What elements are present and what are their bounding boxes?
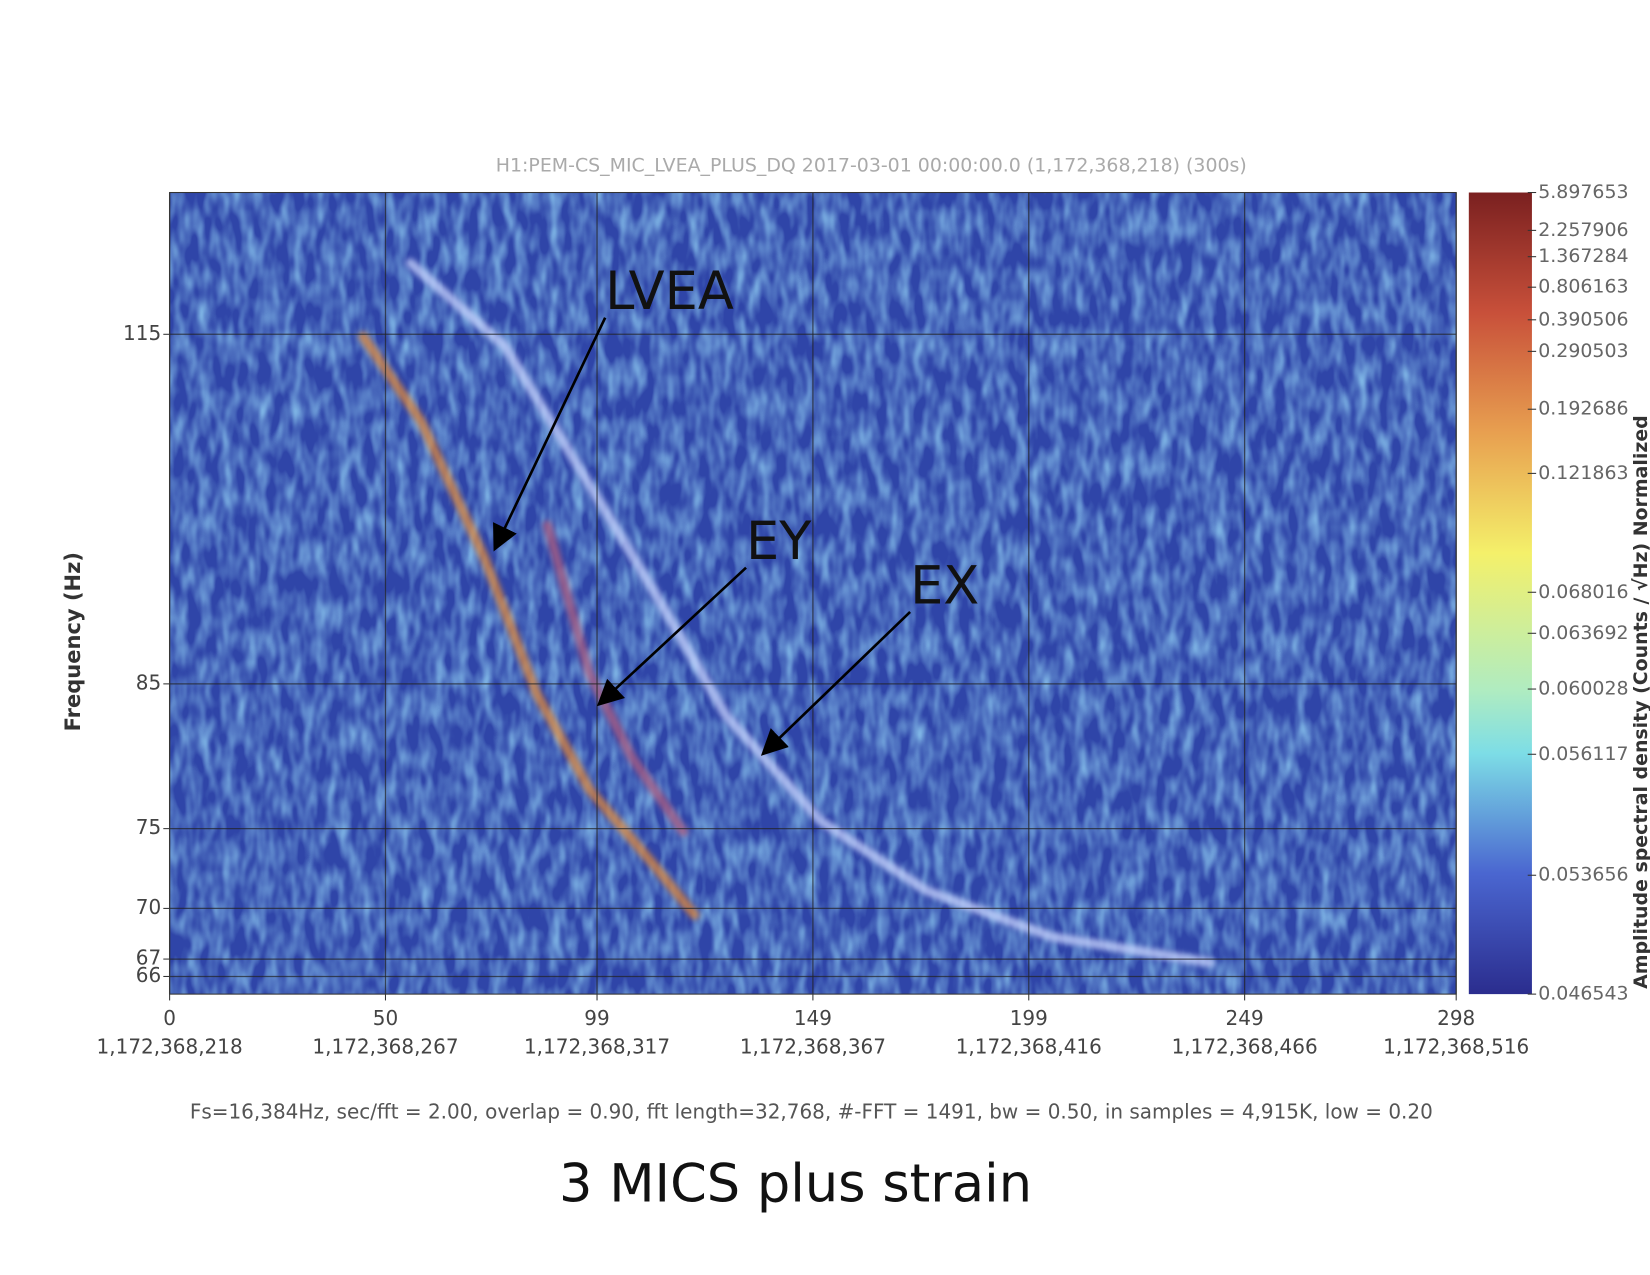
- colorbar-tick-label: 2.257906: [1538, 219, 1628, 241]
- x-tick-label: 50: [373, 1006, 398, 1030]
- colorbar-tick-label: 0.060028: [1538, 678, 1628, 700]
- x-tick-time: 1,172,368,367: [740, 1034, 886, 1058]
- plot-frame: [169, 191, 1457, 995]
- track: [358, 331, 700, 920]
- colorbar-tick-label: 1.367284: [1538, 245, 1628, 267]
- x-tick-label: 99: [584, 1006, 609, 1030]
- x-tick-time: 1,172,368,317: [524, 1034, 670, 1058]
- colorbar-tick-label: 0.290503: [1538, 340, 1628, 362]
- x-tick-label: 249: [1226, 1006, 1264, 1030]
- x-tick-time: 1,172,368,466: [1172, 1034, 1318, 1058]
- x-tick-label: 298: [1437, 1006, 1475, 1030]
- x-tick-time: 1,172,368,218: [97, 1034, 243, 1058]
- annotation-label: EY: [746, 511, 812, 572]
- colorbar-tick-label: 0.390506: [1538, 308, 1628, 330]
- colorbar-tick-label: 0.068016: [1538, 581, 1628, 603]
- colorbar-tick-label: 0.046543: [1538, 983, 1628, 1005]
- chart-title: H1:PEM-CS_MIC_LVEA_PLUS_DQ 2017-03-01 00…: [496, 155, 1247, 177]
- track: [405, 258, 1215, 968]
- y-tick-label: 67: [136, 946, 161, 970]
- colorbar-tick-label: 0.063692: [1538, 622, 1628, 644]
- x-tick-time: 1,172,368,416: [956, 1034, 1102, 1058]
- colorbar-tick-label: 5.897653: [1538, 181, 1628, 203]
- colorbar-tick-label: 0.806163: [1538, 276, 1628, 298]
- y-tick-label: 115: [123, 321, 161, 345]
- colorbar-tick-label: 0.121863: [1538, 462, 1628, 484]
- annotation-arrow: [493, 317, 607, 552]
- track: [542, 520, 689, 837]
- annotation-arrow: [596, 566, 747, 707]
- x-tick-label: 0: [163, 1006, 176, 1030]
- x-tick-time: 1,172,368,267: [312, 1034, 458, 1058]
- annotation-arrow: [760, 611, 912, 756]
- colorbar-tick-label: 0.056117: [1538, 743, 1628, 765]
- caption: 3 MICS plus strain: [559, 1153, 1032, 1214]
- footer: Fs=16,384Hz, sec/fft = 2.00, overlap = 0…: [190, 1099, 1433, 1123]
- y-axis-label: Frequency (Hz): [60, 552, 85, 731]
- plot-area: [358, 258, 1215, 968]
- x-tick-label: 199: [1010, 1006, 1048, 1030]
- colorbar-label: Amplitude spectral density (Counts / √Hz…: [1630, 415, 1650, 989]
- x-tick-time: 1,172,368,516: [1383, 1034, 1529, 1058]
- annotation-label: LVEA: [605, 261, 734, 322]
- colorbar-tick-label: 0.192686: [1538, 398, 1628, 420]
- y-tick-label: 85: [136, 670, 161, 694]
- annotation-label: EX: [910, 555, 979, 616]
- colorbar: [1468, 192, 1532, 995]
- y-tick-label: 66: [136, 963, 161, 987]
- x-tick-label: 149: [794, 1006, 832, 1030]
- y-tick-label: 75: [136, 815, 161, 839]
- colorbar-tick-label: 0.053656: [1538, 864, 1628, 886]
- y-tick-label: 70: [136, 895, 161, 919]
